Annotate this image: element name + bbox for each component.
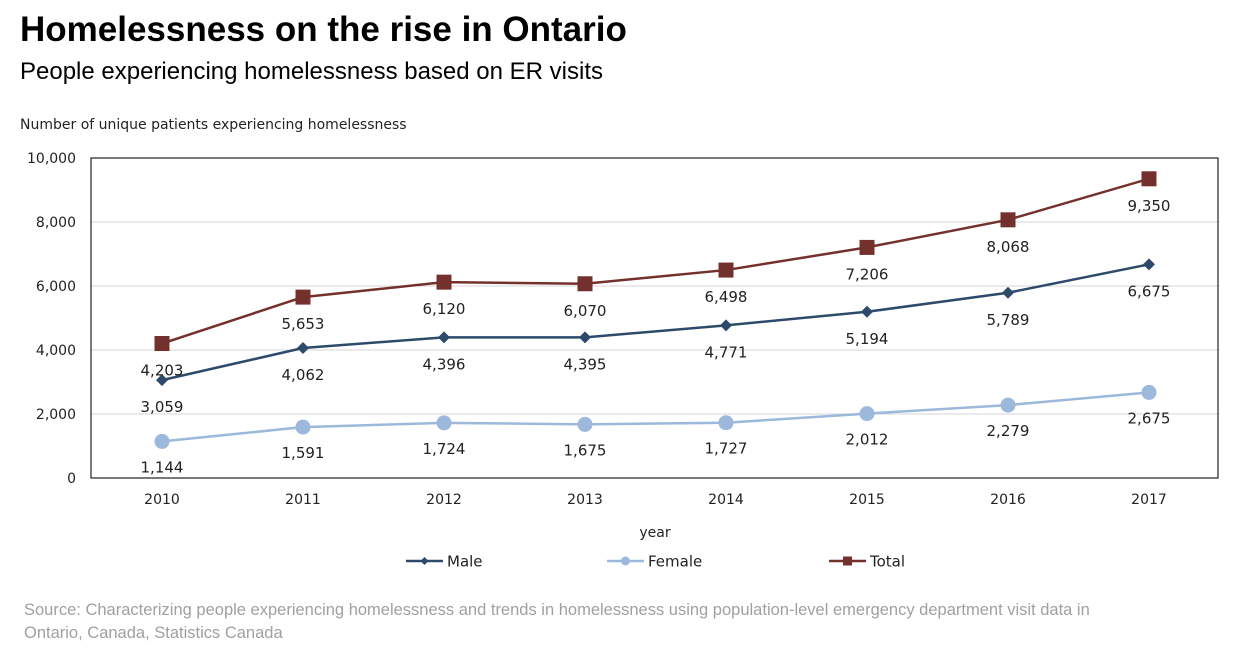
legend-marker-female <box>621 556 630 566</box>
legend-item-total: Total <box>829 553 905 571</box>
data-label-female: 1,724 <box>423 440 466 458</box>
plot-frame <box>90 157 1219 479</box>
data-point-female <box>154 433 170 449</box>
data-label-female: 1,727 <box>705 440 748 458</box>
source-note: Source: Characterizing people experienci… <box>24 601 1090 642</box>
data-point-male <box>720 319 732 332</box>
data-point-male <box>156 374 168 387</box>
data-label-male: 4,771 <box>705 343 748 361</box>
data-label-total: 8,068 <box>987 238 1030 256</box>
data-label-male: 4,395 <box>564 355 607 373</box>
series-male: 3,059 4,062 4,396 4,395 4,771 5,194 5,789 6,675 <box>141 258 1171 416</box>
x-tick-label: 2017 <box>1131 492 1167 508</box>
data-point-total <box>859 239 875 255</box>
x-tick-label: 2011 <box>285 492 321 508</box>
data-point-male <box>1002 286 1014 299</box>
data-point-female <box>295 419 311 435</box>
data-point-male <box>297 342 309 355</box>
y-tick-label: 4,000 <box>36 343 76 359</box>
x-axis-ticks: 2010 2011 2012 2013 2014 2015 2016 2017 <box>144 492 1167 508</box>
data-point-female <box>859 406 875 422</box>
data-label-male: 5,789 <box>987 311 1030 329</box>
x-tick-label: 2010 <box>144 492 180 508</box>
y-tick-label: 8,000 <box>36 215 76 231</box>
x-axis-label: year <box>639 525 670 541</box>
data-point-female <box>718 415 734 431</box>
series-total: 4,203 5,653 6,120 6,070 6,498 7,206 8,068 9,350 <box>141 171 1171 380</box>
legend-item-female: Female <box>607 553 702 571</box>
data-label-male: 3,059 <box>141 398 184 416</box>
data-point-male <box>861 305 873 318</box>
gridlines <box>91 221 1218 415</box>
x-tick-label: 2016 <box>990 492 1026 508</box>
data-label-male: 5,194 <box>846 330 889 348</box>
data-label-total: 6,120 <box>423 300 466 318</box>
data-label-male: 4,062 <box>282 366 325 384</box>
data-point-total <box>577 276 593 292</box>
legend-label-female: Female <box>648 553 702 571</box>
data-label-female: 1,144 <box>141 458 184 476</box>
y-tick-label: 2,000 <box>36 407 76 423</box>
data-label-female: 1,591 <box>282 444 325 462</box>
data-point-total <box>436 274 452 290</box>
x-tick-label: 2012 <box>426 492 462 508</box>
data-label-female: 2,279 <box>987 422 1030 440</box>
y-tick-label: 0 <box>67 471 76 487</box>
data-point-male <box>579 331 591 344</box>
data-label-total: 6,070 <box>564 302 607 320</box>
line-chart: Number of unique patients experiencing h… <box>20 117 1219 571</box>
data-point-total <box>718 262 734 278</box>
y-axis-ticks: 0 2,000 4,000 6,000 8,000 10,000 <box>27 151 76 487</box>
data-point-female <box>1141 384 1157 400</box>
data-label-male: 4,396 <box>423 355 466 373</box>
legend-label-male: Male <box>447 553 483 571</box>
data-label-male: 6,675 <box>1128 282 1171 300</box>
chart-subtitle: People experiencing homelessness based o… <box>20 58 603 85</box>
y-axis-label: Number of unique patients experiencing h… <box>20 117 407 133</box>
data-label-female: 2,012 <box>846 431 889 449</box>
data-label-total: 4,203 <box>141 362 184 380</box>
series-line-male <box>161 263 1150 382</box>
legend-label-total: Total <box>869 553 905 571</box>
data-label-total: 7,206 <box>846 265 889 283</box>
legend: Male Female Total <box>406 553 905 571</box>
y-tick-label: 10,000 <box>27 151 76 167</box>
y-tick-label: 6,000 <box>36 279 76 295</box>
data-point-female <box>577 416 593 432</box>
data-label-total: 9,350 <box>1128 197 1171 215</box>
data-point-total <box>295 289 311 305</box>
series-female: 1,144 1,591 1,724 1,675 1,727 2,012 2,279 2,675 <box>141 384 1171 476</box>
legend-item-male: Male <box>406 553 483 571</box>
series-group: 3,059 4,062 4,396 4,395 4,771 5,194 5,789 6,675… <box>141 171 1171 476</box>
data-point-male <box>1143 258 1155 271</box>
x-tick-label: 2014 <box>708 492 744 508</box>
data-point-male <box>438 331 450 344</box>
data-point-total <box>1000 212 1016 228</box>
data-label-female: 1,675 <box>564 441 607 459</box>
data-point-female <box>436 415 452 431</box>
data-label-female: 2,675 <box>1128 409 1171 427</box>
legend-marker-total <box>843 556 852 566</box>
x-tick-label: 2013 <box>567 492 603 508</box>
x-tick-label: 2015 <box>849 492 885 508</box>
legend-marker-male <box>420 557 429 565</box>
data-point-total <box>1141 171 1157 187</box>
data-point-female <box>1000 397 1016 413</box>
series-line-female <box>161 391 1150 443</box>
data-label-total: 5,653 <box>282 315 325 333</box>
data-label-total: 6,498 <box>705 288 748 306</box>
data-point-total <box>154 336 170 352</box>
chart-title: Homelessness on the rise in Ontario <box>20 10 627 49</box>
series-line-total <box>161 177 1150 345</box>
